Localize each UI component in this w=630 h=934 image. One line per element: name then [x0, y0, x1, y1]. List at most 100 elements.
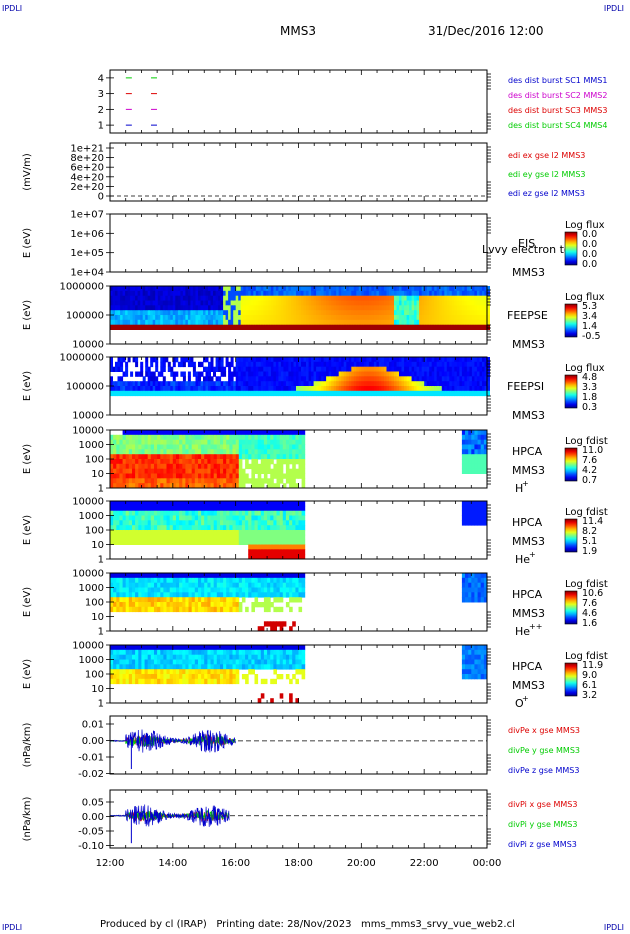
- spectrogram-cell: [308, 357, 312, 363]
- spectrogram-cell: [213, 468, 218, 474]
- spectrogram-cell: [361, 381, 365, 387]
- spectrogram-cell: [176, 645, 180, 651]
- spectrogram-cell: [291, 386, 294, 392]
- spectrogram-cell: [110, 539, 114, 545]
- spectrogram-cell: [368, 357, 372, 363]
- spectrogram-cell: [431, 361, 435, 368]
- spectrogram-cell: [115, 305, 118, 311]
- spectrogram-cell: [119, 582, 123, 588]
- spectrogram-cell: [260, 319, 264, 326]
- spectrogram-cell: [142, 286, 146, 292]
- spectrogram-cell: [295, 439, 299, 445]
- spectrogram-cell: [358, 371, 362, 377]
- spectrogram-cell: [204, 649, 208, 656]
- spectrogram-cell: [479, 315, 483, 321]
- spectrogram-cell: [487, 310, 490, 316]
- spectrogram-cell: [306, 290, 309, 297]
- spectrogram-cell: [260, 534, 265, 541]
- spectrogram-cell: [157, 606, 161, 613]
- spectrogram-cell: [220, 390, 224, 397]
- spectrogram-cell: [353, 357, 357, 363]
- spectrogram-cell: [180, 315, 184, 321]
- spectrogram-cell: [275, 366, 279, 372]
- spectrogram-cell: [154, 478, 158, 484]
- spectrogram-cell: [194, 530, 199, 536]
- spectrogram-cell: [147, 525, 152, 531]
- spectrogram-cell: [203, 366, 206, 372]
- spectrogram-cell: [132, 463, 136, 470]
- spectrogram-cell: [414, 386, 418, 392]
- spectrogram-cell: [235, 515, 240, 521]
- spectrogram-cell: [128, 606, 133, 613]
- spectrogram-cell: [176, 505, 180, 512]
- spectrogram-cell: [238, 577, 243, 584]
- spectrogram-cell: [461, 669, 466, 675]
- spectrogram-cell: [160, 515, 164, 521]
- spectrogram-cell: [378, 381, 382, 387]
- spectrogram-cell: [426, 295, 430, 301]
- spectrogram-cell: [235, 530, 240, 536]
- spectrogram-cell: [483, 463, 488, 470]
- spectrogram-cell: [386, 315, 390, 321]
- spectrogram-cell: [150, 525, 155, 531]
- spectrogram-cell: [298, 361, 302, 368]
- spectrogram-cell: [229, 530, 233, 536]
- spectrogram-cell: [270, 554, 274, 560]
- spectrogram-cell: [203, 290, 206, 297]
- spectrogram-cell: [353, 310, 357, 316]
- spectrogram-cell: [318, 286, 322, 292]
- spectrogram-cell: [461, 510, 466, 516]
- spectrogram-cell: [483, 649, 488, 656]
- spectrogram-cell: [487, 315, 490, 321]
- spectrogram-cell: [203, 305, 206, 311]
- spectrogram-cell: [160, 366, 164, 372]
- spectrogram-cell: [198, 534, 202, 541]
- spectrogram-cell: [421, 290, 425, 297]
- spectrogram-cell: [179, 645, 183, 651]
- spectrogram-cell: [477, 515, 482, 521]
- spectrogram-cell: [218, 300, 222, 306]
- spectrogram-cell: [220, 530, 224, 536]
- spectrogram-cell: [201, 602, 205, 608]
- spectrogram-cell: [371, 381, 375, 387]
- spectrogram-cell: [293, 386, 297, 392]
- spectrogram-cell: [169, 478, 174, 484]
- spectrogram-cell: [484, 361, 488, 368]
- spectrogram-cell: [436, 324, 440, 330]
- spectrogram-cell: [241, 483, 246, 489]
- spectrogram-cell: [251, 478, 255, 484]
- spectrogram-cell: [198, 386, 201, 392]
- spectrogram-cell: [127, 357, 131, 363]
- spectrogram-cell: [267, 444, 271, 450]
- spectrogram-cell: [454, 390, 458, 397]
- spectrogram-cell: [154, 539, 158, 545]
- spectrogram-cell: [353, 361, 357, 368]
- spectrogram-cell: [361, 315, 365, 321]
- spectrogram-cell: [419, 305, 423, 311]
- spectrogram-cell: [361, 361, 365, 368]
- spectrogram-cell: [260, 554, 265, 560]
- spectrogram-cell: [223, 463, 227, 470]
- spectrogram-cell: [439, 324, 443, 330]
- spectrogram-cell: [137, 324, 141, 330]
- spectrogram-cell: [248, 454, 252, 460]
- spectrogram-cell: [258, 295, 262, 301]
- spectrogram-cell: [176, 473, 180, 479]
- spectrogram-cell: [293, 315, 297, 321]
- spectrogram-cell: [384, 305, 387, 311]
- spectrogram-cell: [128, 530, 133, 536]
- spectrogram-cell: [233, 371, 237, 377]
- spectrogram-cell: [313, 381, 317, 387]
- spectrogram-cell: [476, 310, 480, 316]
- spectrogram-cell: [138, 645, 142, 651]
- spectrogram-cell: [150, 295, 154, 301]
- spectrogram-cell: [125, 587, 130, 593]
- spectrogram-cell: [208, 390, 211, 397]
- spectrogram-cell: [128, 505, 133, 512]
- spectrogram-cell: [150, 430, 155, 436]
- spectrogram-cell: [273, 444, 277, 450]
- spectrogram-cell: [303, 371, 307, 377]
- spectrogram-cell: [157, 430, 161, 436]
- spectrogram-cell: [285, 473, 290, 479]
- spectrogram-cell: [182, 473, 186, 479]
